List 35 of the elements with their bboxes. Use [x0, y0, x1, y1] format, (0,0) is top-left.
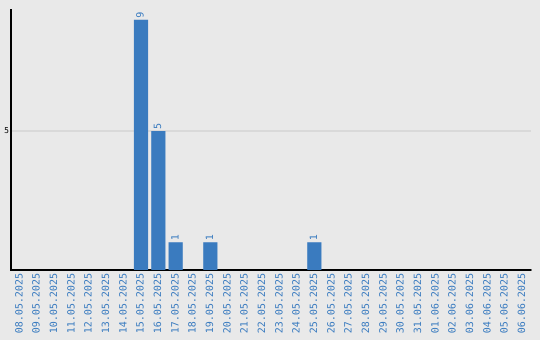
data-label: 1	[308, 234, 320, 240]
x-tick-label: 09.05.2025	[32, 273, 43, 334]
x-tick-label: 20.05.2025	[222, 273, 234, 334]
data-label: 9	[136, 12, 147, 18]
x-tick-label: 21.05.2025	[240, 273, 251, 334]
x-tick-label: 23.05.2025	[274, 273, 286, 334]
x-tick-label: 08.05.2025	[14, 273, 26, 334]
x-tick-label: 05.06.2025	[500, 273, 511, 334]
x-tick-label: 25.05.2025	[308, 273, 320, 334]
x-tick-label: 14.05.2025	[118, 273, 130, 334]
x-tick-label: 30.05.2025	[396, 273, 407, 334]
x-tick-label: 12.05.2025	[84, 273, 95, 334]
data-label: 5	[152, 122, 164, 129]
x-tick-label: 15.05.2025	[136, 273, 147, 334]
x-tick-label: 11.05.2025	[66, 273, 78, 334]
x-tick-label: 01.06.2025	[430, 273, 442, 334]
data-label: 1	[170, 234, 182, 240]
x-tick-label: 19.05.2025	[204, 273, 216, 334]
x-tick-label: 31.05.2025	[412, 273, 424, 334]
x-tick-label: 26.05.2025	[326, 273, 338, 334]
x-tick-label: 03.06.2025	[464, 273, 476, 334]
x-tick-label: 27.05.2025	[344, 273, 355, 334]
x-tick-label: 10.05.2025	[48, 273, 60, 334]
data-label: 1	[204, 234, 216, 240]
x-tick-label: 04.06.2025	[482, 273, 494, 334]
x-tick-label: 17.05.2025	[170, 273, 182, 334]
x-tick-label: 24.05.2025	[292, 273, 303, 334]
x-tick-label: 22.05.2025	[256, 273, 268, 334]
x-tick-label: 18.05.2025	[188, 273, 199, 334]
x-tick-label: 13.05.2025	[100, 273, 112, 334]
x-tick-label: 28.05.2025	[360, 273, 372, 334]
x-tick-label: 29.05.2025	[378, 273, 390, 334]
x-tick-label: 06.06.2025	[516, 273, 528, 334]
x-tick-label: 16.05.2025	[152, 273, 164, 334]
x-tick-label: 02.06.2025	[448, 273, 459, 334]
